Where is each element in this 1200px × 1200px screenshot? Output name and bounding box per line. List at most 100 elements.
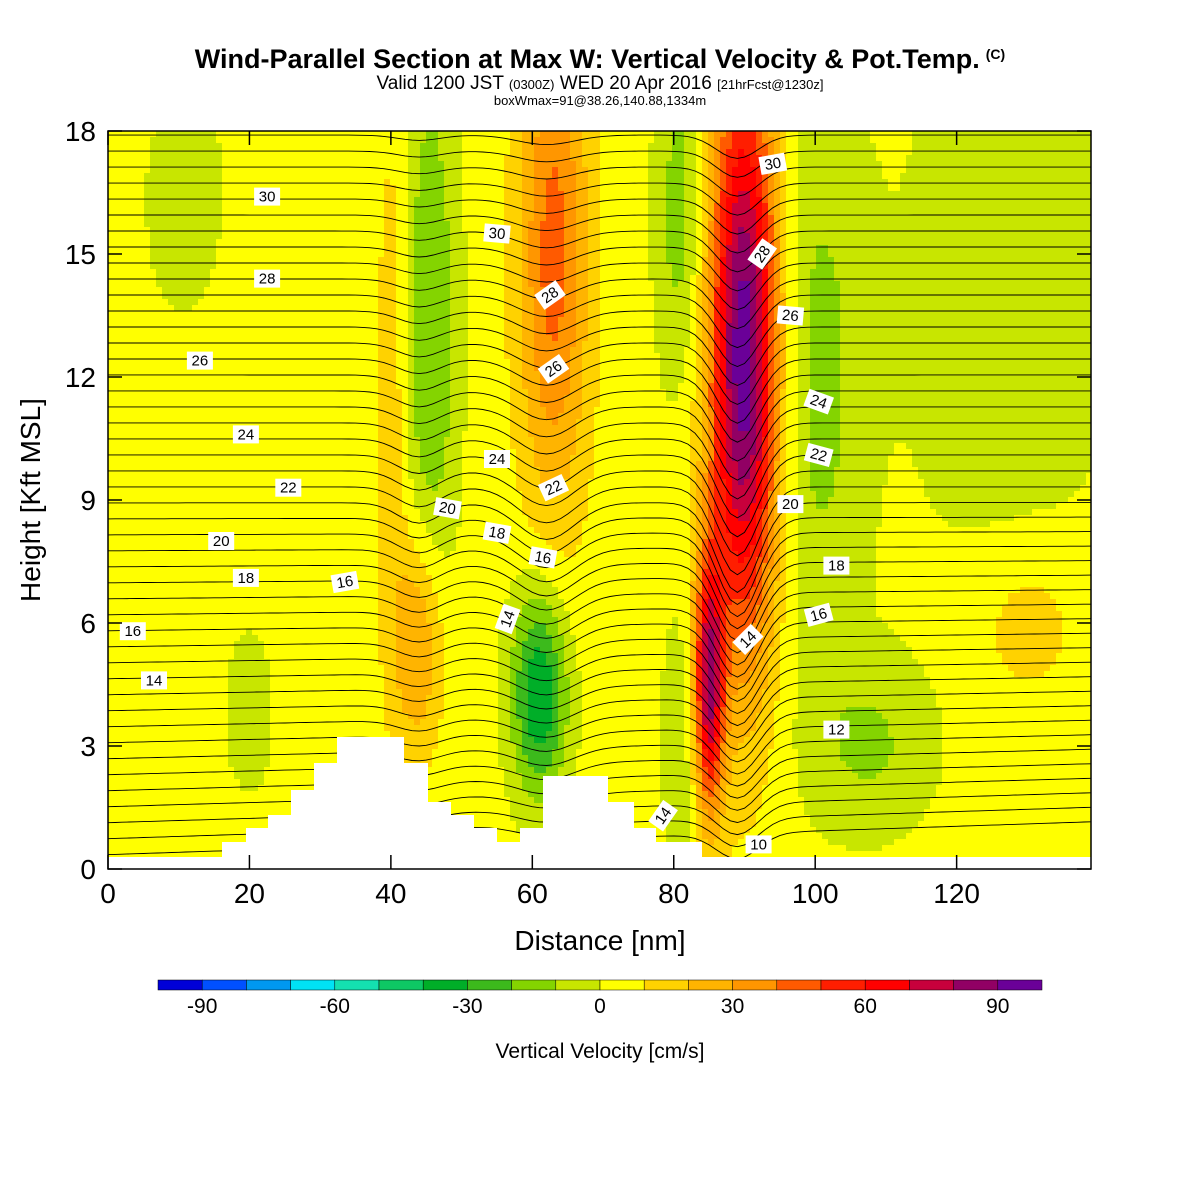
field-cell — [312, 245, 319, 252]
field-cell — [180, 299, 187, 306]
field-cell — [180, 509, 187, 516]
field-cell — [300, 617, 307, 624]
field-cell — [132, 155, 139, 162]
field-cell — [264, 323, 271, 330]
field-cell — [228, 215, 235, 222]
field-cell — [330, 617, 337, 624]
field-cell — [228, 665, 235, 672]
field-cell — [204, 695, 211, 702]
field-cell — [168, 461, 175, 468]
field-cell — [216, 491, 223, 498]
field-cell — [246, 287, 253, 294]
field-cell — [258, 461, 265, 468]
field-cell — [300, 257, 307, 264]
field-cell — [174, 557, 181, 564]
field-cell — [180, 365, 187, 372]
field-cell — [252, 731, 259, 738]
field-cell — [168, 671, 175, 678]
field-cell — [222, 323, 229, 330]
field-cell — [156, 791, 163, 798]
field-cell — [306, 431, 313, 438]
field-cell — [252, 413, 259, 420]
field-cell — [216, 293, 223, 300]
field-cell — [108, 167, 115, 174]
field-cell — [348, 413, 355, 420]
field-cell — [318, 503, 325, 510]
field-cell — [144, 533, 151, 540]
forecast-info: [21hrFcst@1230z] — [717, 77, 823, 92]
field-cell — [222, 449, 229, 456]
field-cell — [162, 713, 169, 720]
field-cell — [204, 539, 211, 546]
field-cell — [162, 413, 169, 420]
field-cell — [126, 191, 133, 198]
field-cell — [108, 773, 115, 780]
field-cell — [246, 413, 253, 420]
field-cell — [150, 311, 157, 318]
field-cell — [246, 695, 253, 702]
field-cell — [108, 413, 115, 420]
field-cell — [108, 137, 115, 144]
field-cell — [174, 413, 181, 420]
field-cell — [198, 245, 205, 252]
field-cell — [156, 455, 163, 462]
field-cell — [264, 677, 271, 684]
field-cell — [186, 161, 193, 168]
field-cell — [318, 587, 325, 594]
field-cell — [156, 485, 163, 492]
field-cell — [324, 131, 331, 138]
field-cell — [180, 605, 187, 612]
field-cell — [186, 557, 193, 564]
field-cell — [252, 221, 259, 228]
field-cell — [258, 773, 265, 780]
field-cell — [210, 179, 217, 186]
field-cell — [162, 299, 169, 306]
field-cell — [330, 473, 337, 480]
field-cell — [162, 287, 169, 294]
field-cell — [270, 395, 277, 402]
field-cell — [276, 347, 283, 354]
field-cell — [126, 197, 133, 204]
field-cell — [174, 617, 181, 624]
field-cell — [228, 455, 235, 462]
field-cell — [300, 227, 307, 234]
field-cell — [336, 701, 343, 708]
field-cell — [180, 317, 187, 324]
field-cell — [300, 311, 307, 318]
field-cell — [270, 389, 277, 396]
field-cell — [114, 491, 121, 498]
field-cell — [168, 587, 175, 594]
field-cell — [300, 335, 307, 342]
field-cell — [138, 713, 145, 720]
field-cell — [108, 275, 115, 282]
field-cell — [144, 323, 151, 330]
field-cell — [324, 437, 331, 444]
field-cell — [138, 215, 145, 222]
field-cell — [192, 497, 199, 504]
field-cell — [210, 227, 217, 234]
field-cell — [204, 413, 211, 420]
field-cell — [306, 611, 313, 618]
field-cell — [144, 737, 151, 744]
field-cell — [132, 515, 139, 522]
field-cell — [312, 221, 319, 228]
field-cell — [126, 425, 133, 432]
field-cell — [156, 827, 163, 834]
field-cell — [270, 167, 277, 174]
field-cell — [144, 371, 151, 378]
field-cell — [186, 401, 193, 408]
field-cell — [138, 503, 145, 510]
field-cell — [180, 185, 187, 192]
field-cell — [150, 221, 157, 228]
field-cell — [234, 305, 241, 312]
field-cell — [306, 161, 313, 168]
field-cell — [186, 743, 193, 750]
field-cell — [138, 275, 145, 282]
field-cell — [306, 497, 313, 504]
field-cell — [288, 683, 295, 690]
field-cell — [324, 509, 331, 516]
field-cell — [144, 497, 151, 504]
field-cell — [180, 275, 187, 282]
field-cell — [126, 701, 133, 708]
field-cell — [282, 185, 289, 192]
